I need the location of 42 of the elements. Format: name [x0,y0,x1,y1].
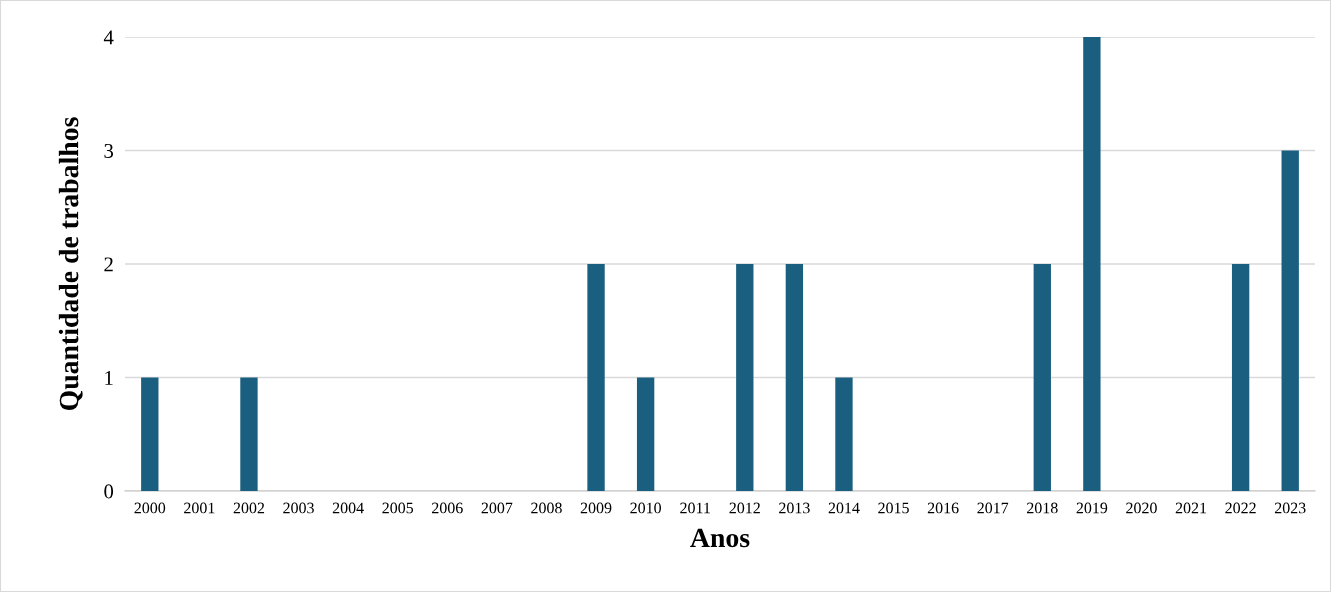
x-tick-label: 2016 [927,502,959,514]
x-tick-label: 2019 [1076,502,1108,514]
y-tick-label: 2 [104,257,113,272]
x-tick-label: 2007 [481,502,513,514]
y-tick-label: 4 [103,30,114,45]
x-tick-label: 2003 [283,502,314,514]
x-tick-label: 2010 [630,502,661,514]
x-tick-label: 2011 [680,502,710,514]
bar [1281,150,1299,491]
y-axis-title: Quantidade de trabalhos [58,117,83,411]
bar [1033,264,1051,491]
x-tick-label: 2015 [878,502,909,514]
x-tick-label: 2009 [580,502,612,514]
x-tick-label: 2012 [729,502,760,514]
x-tick-label: 2021 [1175,502,1207,514]
x-tick-label: 2000 [134,502,166,514]
y-tick-label: 1 [105,370,113,385]
x-tick-label: 2008 [531,502,562,514]
bar [240,377,258,491]
x-tick-label: 2022 [1225,502,1256,514]
x-tick-label: 2005 [382,502,414,514]
x-tick-label: 2023 [1274,502,1306,514]
x-tick-label: 2013 [779,502,810,514]
bar [785,264,804,491]
x-tick-label: 2018 [1027,502,1058,514]
y-tick-label: 3 [104,143,114,158]
x-tick-label: 2004 [332,502,364,514]
bar [1231,264,1250,491]
bar [141,377,159,491]
bar [736,264,754,491]
x-tick-label: 2014 [828,502,860,514]
x-tick-label: 2006 [432,502,463,514]
bar [636,377,655,491]
bar [587,264,605,491]
x-tick-label: 2001 [184,502,215,514]
bar [1083,37,1101,491]
x-axis-title: Anos [690,528,750,548]
y-tick-label: 0 [104,484,114,499]
bar [835,377,853,491]
x-tick-label: 2017 [977,502,1009,514]
x-tick-label: 2020 [1126,502,1157,514]
x-tick-label: 2002 [233,502,265,514]
